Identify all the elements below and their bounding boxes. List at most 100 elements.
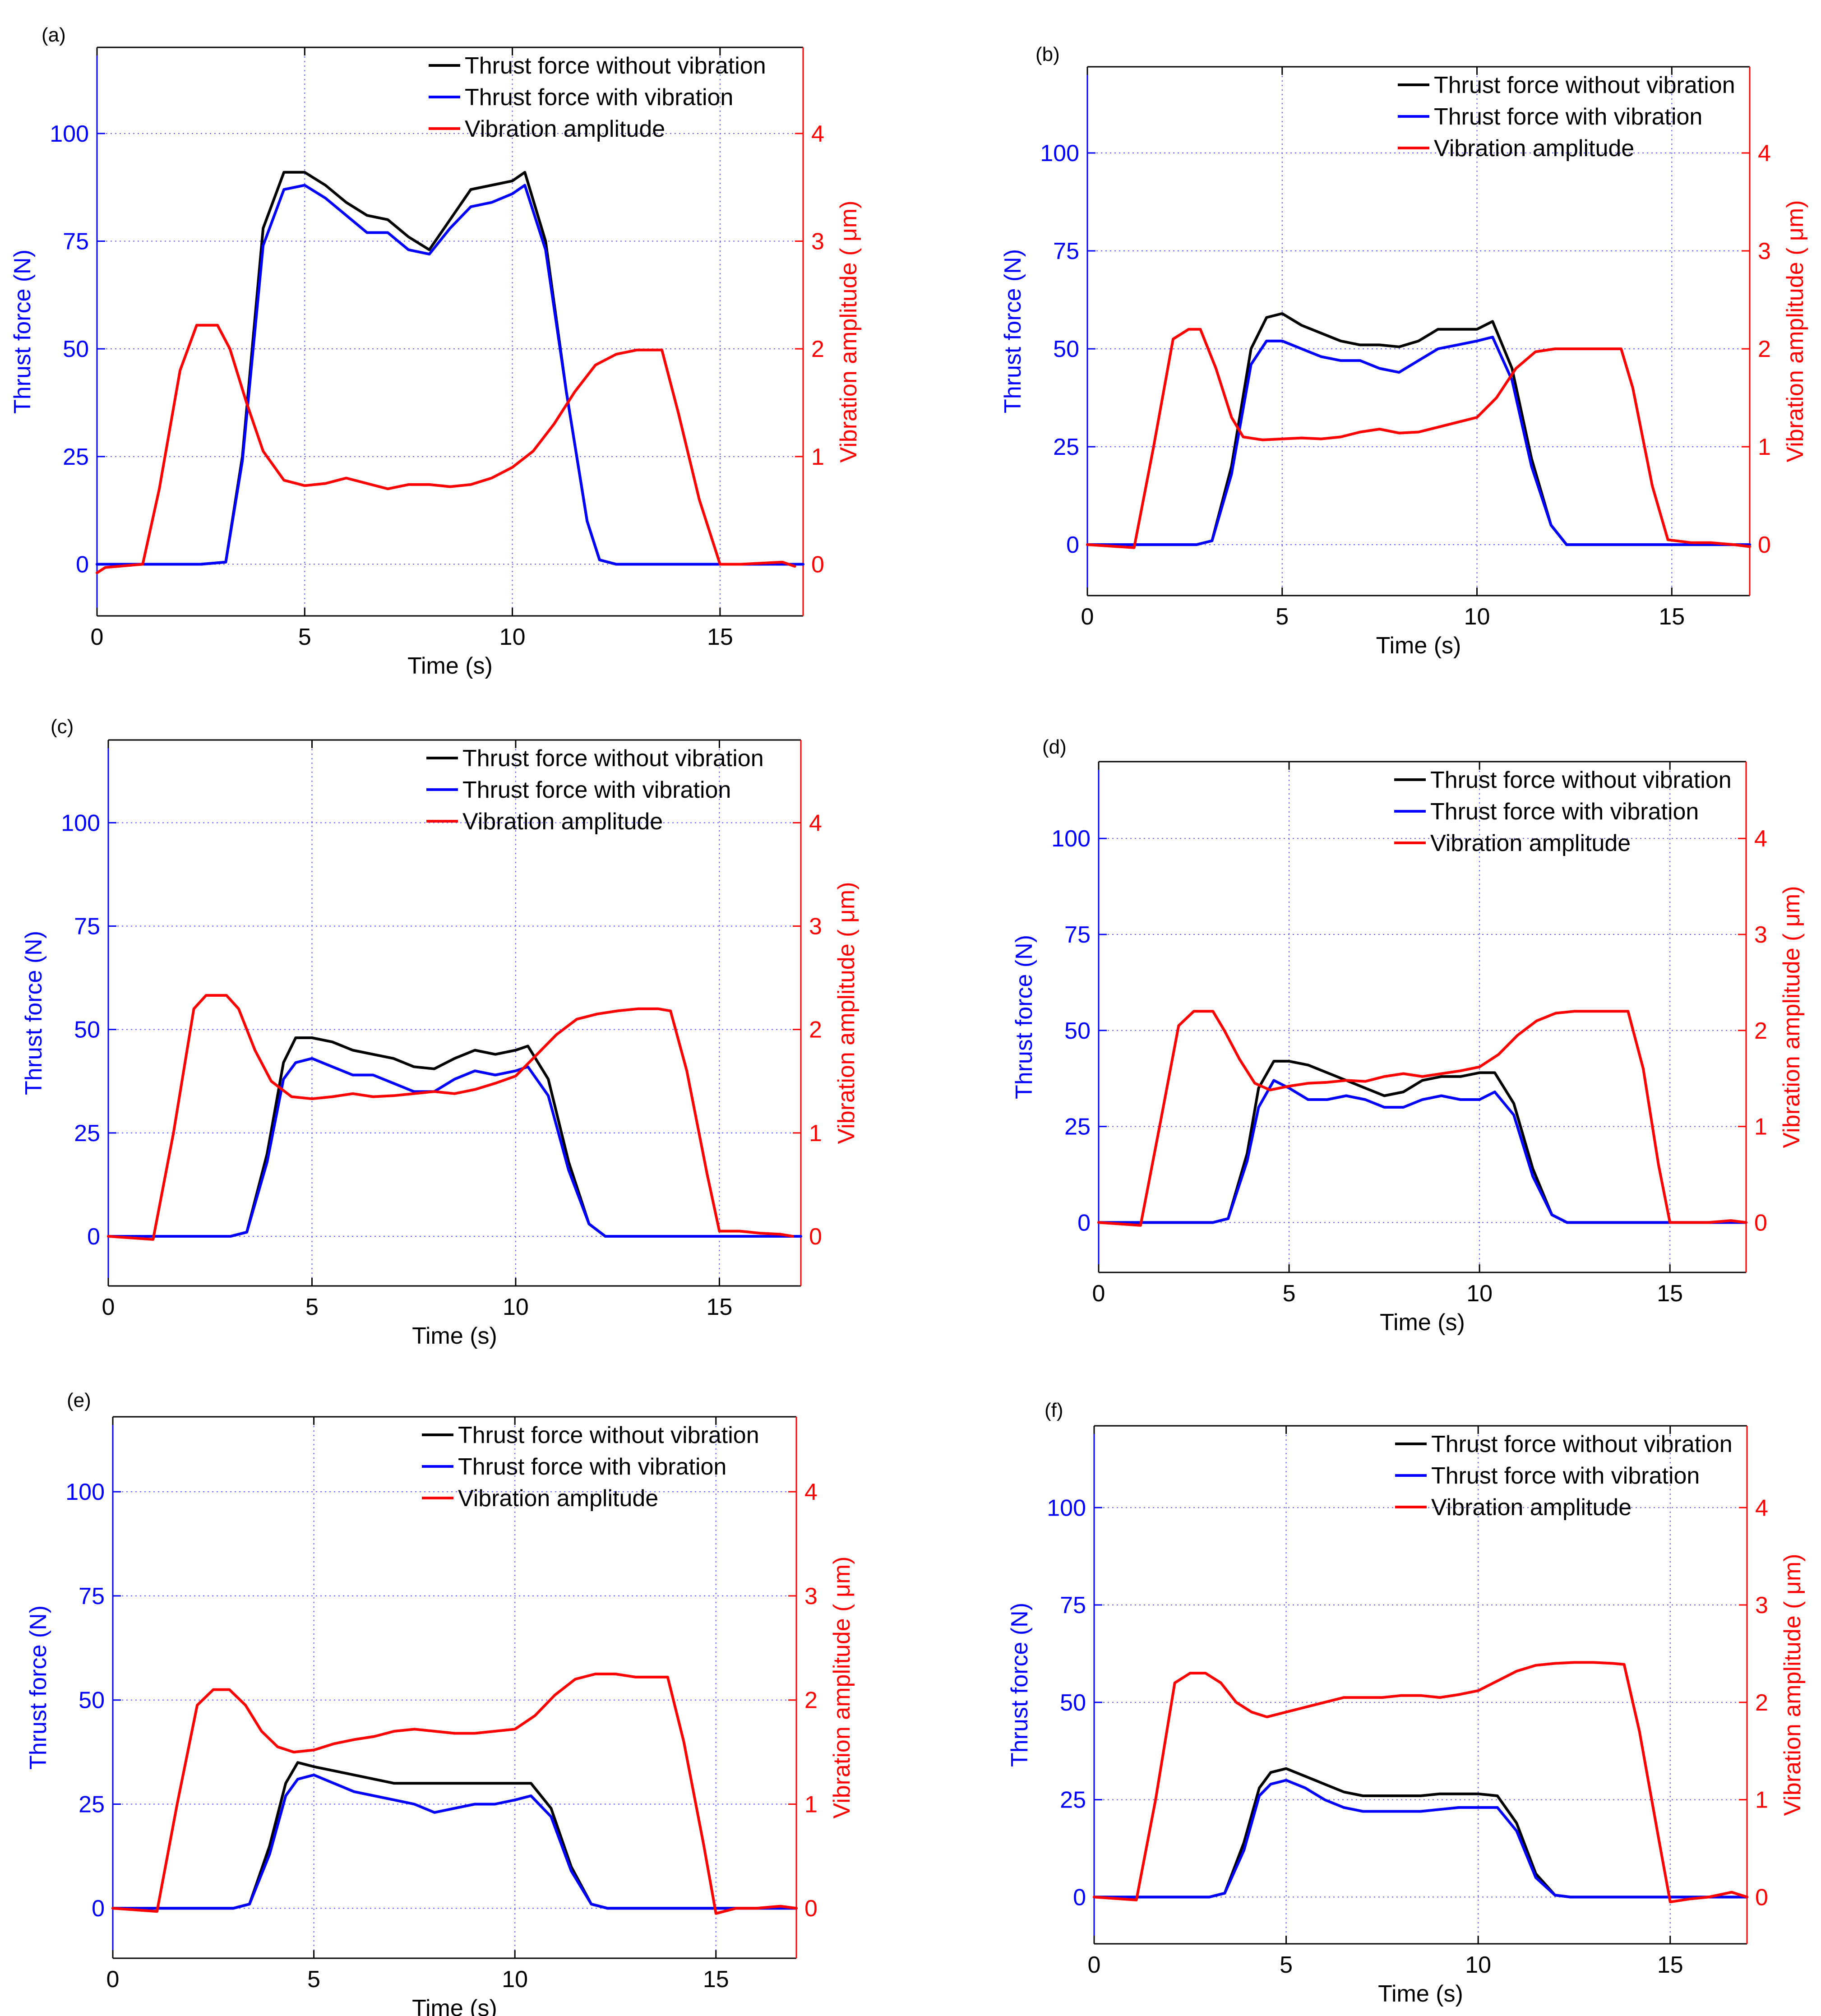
x-tick-label: 15 bbox=[1657, 1281, 1683, 1307]
y-left-tick-label: 25 bbox=[1060, 1787, 1086, 1813]
y-left-tick-label: 100 bbox=[1047, 1495, 1086, 1521]
series-line-vibration-amplitude bbox=[96, 324, 796, 574]
legend-entry: Thrust force with vibration bbox=[1431, 1463, 1700, 1489]
series-line-without-vibration bbox=[1086, 312, 1751, 546]
y-right-tick-label: 4 bbox=[1754, 826, 1767, 852]
x-axis-label: Time (s) bbox=[1378, 1981, 1463, 2007]
x-axis-label: Time (s) bbox=[412, 1995, 497, 2016]
panel-label: (a) bbox=[42, 24, 66, 46]
series-line-vibration-amplitude bbox=[1097, 1010, 1747, 1227]
plot-area bbox=[1099, 762, 1746, 1272]
y-right-tick-label: 3 bbox=[811, 229, 824, 255]
y-right-tick-label: 0 bbox=[809, 1224, 822, 1250]
legend-entry: Vibration amplitude bbox=[465, 116, 665, 142]
y-right-tick-label: 4 bbox=[1755, 1495, 1768, 1521]
series-line-without-vibration bbox=[107, 1036, 802, 1238]
series-line-without-vibration bbox=[111, 1761, 798, 1910]
series-line-vibration-amplitude bbox=[1093, 1661, 1748, 1904]
y-left-tick-label: 25 bbox=[63, 444, 89, 470]
y-left-tick-label: 0 bbox=[1077, 1210, 1091, 1236]
y-right-tick-label: 4 bbox=[804, 1479, 818, 1505]
plot-area bbox=[1087, 67, 1750, 596]
y-left-tick-label: 0 bbox=[92, 1896, 105, 1922]
legend-entry: Vibration amplitude bbox=[462, 809, 663, 835]
x-tick-label: 0 bbox=[1081, 604, 1094, 630]
y-left-tick-label: 50 bbox=[79, 1688, 105, 1714]
x-tick-label: 0 bbox=[102, 1294, 115, 1320]
x-tick-label: 10 bbox=[499, 624, 526, 650]
y-right-tick-label: 4 bbox=[809, 810, 822, 836]
y-left-tick-label: 75 bbox=[1053, 238, 1079, 264]
plot-area bbox=[1094, 1426, 1747, 1944]
legend-entry: Vibration amplitude bbox=[1431, 1494, 1632, 1521]
chart-panel-b: 0 5 10 15 0 25 50 75 100 0 1 2 3 4 Time (s) Thrust forc… bbox=[1000, 43, 1808, 659]
series-line-vibration-amplitude bbox=[1086, 328, 1751, 549]
y-right-tick-label: 1 bbox=[811, 444, 824, 470]
y-right-tick-label: 4 bbox=[811, 121, 824, 147]
legend-entry: Vibration amplitude bbox=[1430, 830, 1631, 856]
x-axis-label: Time (s) bbox=[407, 653, 493, 679]
y-right-tick-label: 0 bbox=[811, 551, 824, 578]
panel-label: (c) bbox=[51, 716, 74, 738]
plot-area bbox=[113, 1417, 796, 1958]
y-left-tick-label: 75 bbox=[1064, 922, 1091, 948]
panel-label: (f) bbox=[1045, 1399, 1063, 1421]
y-right-tick-label: 1 bbox=[1758, 434, 1771, 460]
y-left-tick-label: 50 bbox=[1053, 336, 1079, 362]
y-left-axis-label: Thrust force (N) bbox=[1011, 935, 1037, 1099]
legend-entry: Thrust force without vibration bbox=[462, 745, 764, 772]
y-left-tick-label: 0 bbox=[76, 551, 89, 578]
plot-area bbox=[108, 740, 801, 1286]
y-right-axis-label: Vibration amplitude ( μm) bbox=[1782, 200, 1808, 462]
y-left-tick-label: 100 bbox=[50, 121, 89, 147]
x-tick-label: 10 bbox=[1466, 1281, 1493, 1307]
chart-panel-c: 0 5 10 15 0 25 50 75 100 0 1 2 3 4 Time (s) Thrust forc… bbox=[21, 716, 860, 1349]
y-left-tick-label: 25 bbox=[1053, 434, 1079, 460]
plot-area bbox=[97, 47, 803, 616]
y-left-tick-label: 100 bbox=[65, 1479, 105, 1505]
x-tick-label: 10 bbox=[502, 1966, 528, 1993]
chart-panel-f: 0 5 10 15 0 25 50 75 100 0 1 2 3 4 Time (s) Thrust forc… bbox=[1007, 1399, 1806, 2007]
legend-entry: Vibration amplitude bbox=[1434, 135, 1634, 162]
legend-entry: Thrust force without vibration bbox=[458, 1422, 759, 1448]
y-right-axis-label: Vibration amplitude ( μm) bbox=[1779, 1554, 1806, 1816]
x-tick-label: 15 bbox=[703, 1966, 729, 1993]
legend-entry: Thrust force with vibration bbox=[458, 1454, 726, 1480]
y-right-tick-label: 1 bbox=[1755, 1787, 1768, 1813]
legend-entry: Thrust force with vibration bbox=[465, 84, 733, 111]
y-right-tick-label: 0 bbox=[1754, 1210, 1767, 1236]
y-right-tick-label: 2 bbox=[1758, 336, 1771, 362]
y-right-tick-label: 1 bbox=[804, 1791, 818, 1817]
x-tick-label: 15 bbox=[706, 1294, 732, 1320]
x-tick-label: 15 bbox=[1659, 604, 1685, 630]
panel-label: (b) bbox=[1035, 43, 1060, 65]
y-right-tick-label: 0 bbox=[804, 1896, 818, 1922]
chart-panel-e: 0 5 10 15 0 25 50 75 100 0 1 2 3 4 Time (s) Thrust forc… bbox=[25, 1389, 855, 2016]
y-right-tick-label: 2 bbox=[1754, 1018, 1767, 1044]
x-tick-label: 5 bbox=[305, 1294, 319, 1320]
y-right-tick-label: 2 bbox=[811, 336, 824, 362]
x-axis-label: Time (s) bbox=[1380, 1309, 1465, 1336]
y-right-tick-label: 3 bbox=[1754, 922, 1767, 948]
y-left-tick-label: 50 bbox=[74, 1017, 100, 1043]
y-right-tick-label: 3 bbox=[804, 1583, 818, 1609]
y-left-tick-label: 0 bbox=[87, 1224, 100, 1250]
y-left-tick-label: 50 bbox=[63, 336, 89, 362]
y-right-tick-label: 4 bbox=[1758, 140, 1771, 166]
y-left-axis-label: Thrust force (N) bbox=[9, 250, 36, 414]
panel-label: (d) bbox=[1042, 736, 1067, 758]
series-line-with-vibration bbox=[1086, 336, 1751, 546]
x-tick-label: 0 bbox=[1088, 1952, 1101, 1978]
x-tick-label: 5 bbox=[1280, 1952, 1293, 1978]
x-tick-label: 15 bbox=[707, 624, 733, 650]
series-line-vibration-amplitude bbox=[111, 1673, 798, 1915]
x-tick-label: 5 bbox=[298, 624, 311, 650]
y-right-tick-label: 2 bbox=[809, 1017, 822, 1043]
x-axis-label: Time (s) bbox=[412, 1323, 497, 1349]
y-right-tick-label: 3 bbox=[1758, 238, 1771, 264]
y-left-axis-label: Thrust force (N) bbox=[1000, 249, 1026, 413]
series-line-with-vibration bbox=[111, 1773, 798, 1910]
y-right-axis-label: Vibration amplitude ( μm) bbox=[1779, 886, 1805, 1148]
panel-label: (e) bbox=[67, 1389, 91, 1411]
y-right-tick-label: 1 bbox=[809, 1120, 822, 1147]
